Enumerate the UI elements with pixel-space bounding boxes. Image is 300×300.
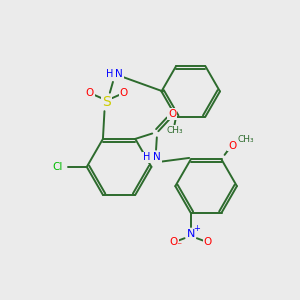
- Text: N: N: [115, 69, 123, 79]
- Text: H: H: [143, 152, 151, 162]
- Text: N: N: [187, 230, 195, 239]
- Text: O: O: [86, 88, 94, 98]
- Text: CH₃: CH₃: [238, 135, 254, 144]
- Text: N: N: [153, 152, 161, 162]
- Text: H: H: [106, 69, 113, 79]
- Text: O: O: [203, 237, 212, 247]
- Text: Cl: Cl: [52, 162, 63, 172]
- Text: O: O: [169, 237, 178, 247]
- Text: O: O: [228, 141, 236, 151]
- Text: ⁻: ⁻: [177, 242, 182, 252]
- Text: O: O: [168, 109, 176, 119]
- Text: S: S: [102, 95, 111, 109]
- Text: CH₃: CH₃: [166, 126, 183, 135]
- Text: +: +: [193, 224, 200, 233]
- Text: O: O: [120, 88, 128, 98]
